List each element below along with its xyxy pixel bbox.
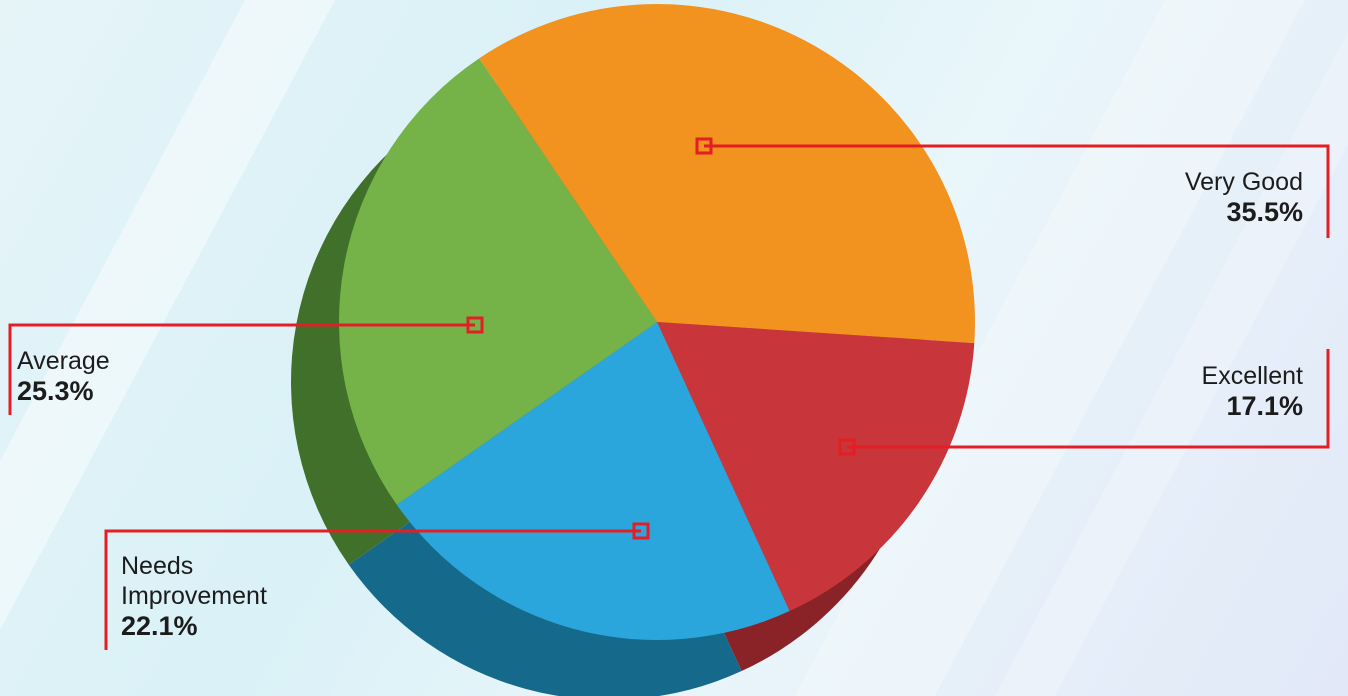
leader-line-average — [8, 323, 475, 415]
leader-lines — [8, 137, 1330, 650]
leader-line-needs-improvement — [104, 529, 641, 650]
slice-very-good — [479, 4, 975, 344]
label-excellent: Excellent 17.1% — [1100, 361, 1303, 421]
leader-marker-excellent — [838, 438, 856, 456]
slice-value-needs-improvement: 22.1% — [121, 611, 198, 641]
label-average: Average 25.3% — [17, 346, 217, 406]
slice-average — [339, 58, 657, 505]
leader-line-very-good — [704, 144, 1330, 238]
slice-label-average: Average — [17, 347, 110, 375]
slice-needs-improvement — [396, 322, 790, 640]
pie-3d-body — [291, 4, 975, 696]
label-needs-improvement: Needs Improvement 22.1% — [121, 551, 341, 641]
slice-value-average: 25.3% — [17, 376, 94, 406]
slice-label-very-good: Very Good — [1184, 168, 1303, 196]
leader-line-excellent — [847, 349, 1330, 449]
slice-value-excellent: 17.1% — [1226, 391, 1303, 421]
slice-value-very-good: 35.5% — [1226, 197, 1303, 227]
slice-excellent — [657, 322, 975, 612]
leader-marker-average — [466, 316, 484, 334]
label-very-good: Very Good 35.5% — [1100, 167, 1303, 227]
leader-marker-very-good — [695, 137, 713, 155]
slice-label-needs-improvement: Needs Improvement — [121, 552, 267, 610]
leader-marker-needs-improvement — [632, 522, 650, 540]
slice-label-excellent: Excellent — [1201, 362, 1303, 390]
